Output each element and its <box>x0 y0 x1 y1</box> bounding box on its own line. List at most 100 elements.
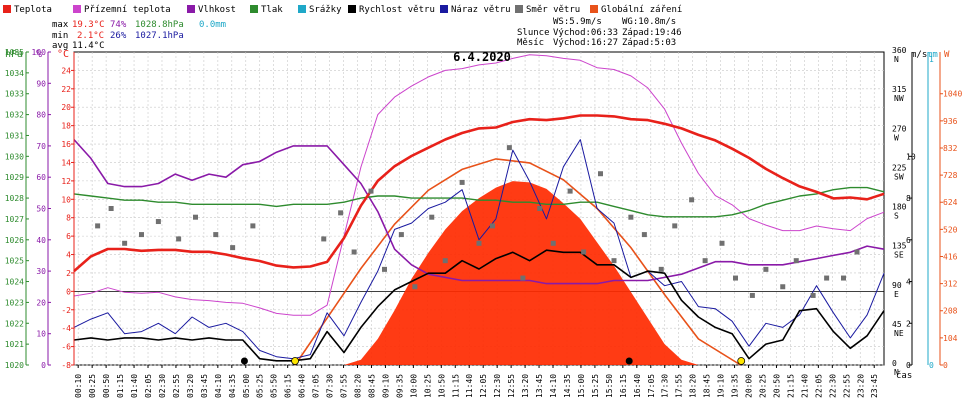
time-tick-label: 10:50 <box>437 374 446 398</box>
axis-hpa-tick-label: 1035 <box>5 48 24 57</box>
axis-temp-tick-label: -4 <box>61 324 71 333</box>
legend-label: Přízemní teplota <box>84 5 171 15</box>
wind-wg: WG:10.8m/s <box>622 17 676 27</box>
axis-hpa-tick-label: 1025 <box>5 257 24 266</box>
time-tick-label: 03:20 <box>186 374 195 398</box>
axis-hpa-tick-label: 1028 <box>5 194 24 203</box>
axis-hpa-tick-label: 1023 <box>5 298 24 307</box>
stats-avg-label: avg <box>52 41 68 51</box>
wind-direction-point <box>628 214 634 220</box>
axis-temp-tick-label: -6 <box>61 343 71 352</box>
axis-mm-tick-label: 1 <box>929 55 934 64</box>
axis-hpa-tick-label: 1034 <box>5 69 24 78</box>
time-tick-label: 00:50 <box>102 374 111 398</box>
time-tick-label: 16:40 <box>633 374 642 398</box>
time-tick-label: 10:00 <box>409 374 418 398</box>
time-tick-label: 10:25 <box>423 374 432 398</box>
axis-pct-tick-label: 80 <box>36 111 46 120</box>
axis-wind-tick-label: 2 <box>906 319 911 328</box>
time-tick-label: 07:55 <box>340 374 349 398</box>
axis-pct-tick-label: 40 <box>36 236 46 245</box>
axis-hpa-tick-label: 1021 <box>5 340 24 349</box>
time-tick-label: 03:45 <box>200 374 209 398</box>
time-axis: 00:10 00:25 00:50 01:15 01:40 02:05 02:30 02:55… <box>74 365 879 398</box>
axis-temp-tick-label: 14 <box>61 158 71 167</box>
wind-direction-point <box>733 275 738 281</box>
series-line-tlak <box>73 186 885 218</box>
time-tick-label: 12:55 <box>507 374 516 398</box>
legend-swatch <box>250 5 258 13</box>
axis-temp-tick-label: 18 <box>61 122 71 131</box>
wind-direction-point <box>382 266 387 272</box>
axis-temp-tick-label: 6 <box>66 232 71 241</box>
radiation-axis: 0 104 208 312 416 520 624 728 832 936 1040 <box>939 52 962 370</box>
time-tick-label: 07:05 <box>312 374 321 398</box>
time-tick-label: 05:25 <box>256 374 265 398</box>
time-tick-label: 00:25 <box>88 374 97 398</box>
legend-label: Srážky <box>309 5 342 15</box>
wind-direction-point <box>193 214 198 220</box>
time-tick-label: 15:50 <box>605 374 614 398</box>
time-tick-label: 19:35 <box>731 374 740 398</box>
wind-direction-points <box>95 145 860 298</box>
legend-swatch <box>73 5 81 13</box>
direction-deg-label: 315 <box>892 85 907 94</box>
time-tick-label: 09:35 <box>395 374 404 398</box>
time-unit: čas <box>896 370 912 381</box>
wind-direction-point <box>351 249 357 255</box>
stats-min-label: min <box>52 31 68 41</box>
axis-temp-tick-label: 22 <box>61 85 71 94</box>
legend-swatch <box>3 5 11 13</box>
time-tick-label: 22:05 <box>814 374 823 398</box>
moonrise-marker <box>625 357 633 365</box>
wind-direction-point <box>581 249 587 255</box>
direction-name-label: S <box>894 212 899 221</box>
direction-deg-label: 270 <box>892 124 907 133</box>
wind-ws: WS:5.9m/s <box>553 17 602 27</box>
axis-pct-tick-label: 90 <box>36 79 46 88</box>
axis-rad-tick-label: 208 <box>943 307 958 316</box>
wind-axis: 02468100N45NE90E135SE180S225SW270W315NW3… <box>892 46 916 377</box>
stats-rain: 0.0mm <box>199 20 226 30</box>
stats-press-min: 1027.1hPa <box>135 31 184 41</box>
axis-rad-tick-label: 416 <box>943 252 958 261</box>
humidity-axis: 0 10 20 30 40 50 60 70 80 90 100 <box>32 48 51 370</box>
series-line-vlhkost <box>73 139 885 285</box>
wind-direction-point <box>412 284 418 290</box>
degc-unit: °C <box>57 49 69 60</box>
wind-direction-point <box>824 275 830 281</box>
axis-temp-tick-label: 2 <box>66 269 71 278</box>
wind-direction-point <box>658 266 664 272</box>
pct-unit: % <box>36 49 42 60</box>
legend-label: Směr větru <box>526 5 580 15</box>
hpa-unit: hPa <box>5 49 23 60</box>
direction-deg-label: 45 <box>892 320 902 329</box>
time-tick-label: 02:30 <box>158 374 167 398</box>
time-tick-label: 01:40 <box>130 374 139 398</box>
axis-pct-tick-label: 60 <box>36 173 46 182</box>
legend-label: Náraz větru <box>451 5 511 15</box>
wind-direction-point <box>213 232 219 238</box>
stats-hum-min: 26% <box>110 31 127 41</box>
time-tick-label: 04:10 <box>214 374 223 398</box>
time-tick-label: 23:20 <box>856 374 865 398</box>
global-radiation-area <box>74 181 884 365</box>
ms-unit: m/s <box>911 50 927 60</box>
direction-name-label: N <box>894 368 899 377</box>
legend-swatch <box>298 5 306 13</box>
wind-direction-point <box>321 236 327 242</box>
wind-direction-point <box>139 232 144 238</box>
time-tick-label: 02:05 <box>144 374 153 398</box>
axis-temp-tick-label: -8 <box>61 361 71 370</box>
axis-pct-tick-label: 0 <box>41 361 46 370</box>
stats-press-max: 1028.8hPa <box>135 20 184 30</box>
sun-rise: Východ:06:33 <box>553 28 618 38</box>
direction-deg-label: 360 <box>892 46 907 55</box>
stats-temp-min: 2.1°C <box>77 31 104 41</box>
wind-direction-point <box>122 240 128 246</box>
wind-direction-point <box>854 249 860 255</box>
axis-temp-tick-label: -2 <box>61 306 71 315</box>
sunrise-marker <box>291 357 299 365</box>
